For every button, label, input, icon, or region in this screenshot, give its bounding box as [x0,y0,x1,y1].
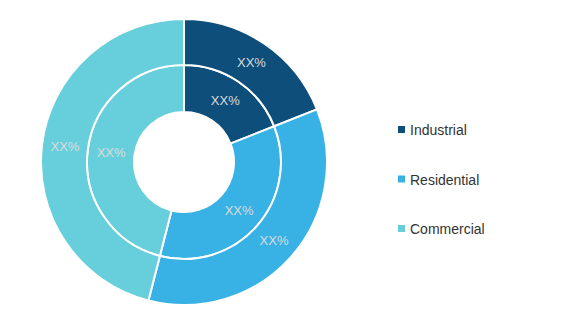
data-label: XX% [211,93,240,108]
data-label: XX% [97,145,126,160]
data-label: XX% [237,55,266,70]
legend-label: Industrial [410,122,467,138]
data-label: XX% [260,233,289,248]
slices [41,19,327,305]
slice [148,109,327,305]
chart: XX% XX% XX% XX% XX% XX% Industrial Residential C… [0,0,586,330]
data-label: XX% [50,139,79,154]
data-label: XX% [225,203,254,218]
slice [184,19,317,126]
slice [41,19,184,301]
legend-swatch [398,126,405,133]
legend-swatch [398,225,405,232]
legend-label: Commercial [410,221,485,237]
data-labels: XX% XX% XX% XX% XX% XX% [50,55,288,249]
legend: Industrial Residential Commercial [398,122,485,237]
legend-swatch [398,176,405,183]
legend-label: Residential [410,172,479,188]
